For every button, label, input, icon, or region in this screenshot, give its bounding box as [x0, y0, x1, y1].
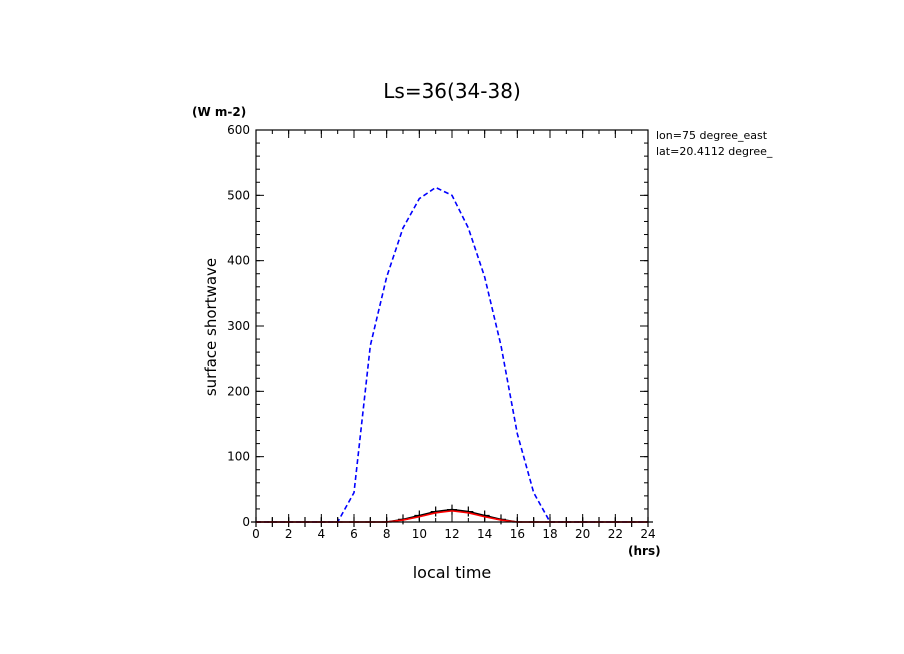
x-tick-label: 4 — [318, 527, 326, 541]
x-tick-label: 8 — [383, 527, 391, 541]
series-marker — [463, 506, 474, 517]
y-tick-label: 600 — [227, 123, 250, 137]
x-tick-label: 14 — [477, 527, 492, 541]
series-group — [251, 186, 653, 527]
annotation-lat: lat=20.4112 degree_ — [656, 145, 773, 158]
chart-title: Ls=36(34-38) — [383, 79, 521, 103]
y-tick-label: 400 — [227, 254, 250, 268]
y-axis-label: surface shortwave — [202, 258, 220, 396]
y-tick-label: 100 — [227, 450, 250, 464]
x-tick-label: 10 — [412, 527, 427, 541]
plot-frame — [255, 129, 649, 523]
y-tick-label: 200 — [227, 384, 250, 398]
series-marker — [430, 506, 441, 517]
x-tick-label: 18 — [542, 527, 557, 541]
series-marker — [447, 504, 457, 515]
y-tick-label: 300 — [227, 319, 250, 333]
x-tick-label: 2 — [285, 527, 293, 541]
series-line-1 — [256, 186, 648, 523]
y-unit-label: (W m-2) — [192, 105, 246, 119]
x-unit-label: (hrs) — [628, 544, 661, 558]
x-axis-label: local time — [413, 563, 492, 582]
annotation-lon: lon=75 degree_east — [656, 129, 768, 142]
x-tick-label: 24 — [640, 527, 655, 541]
x-tick-label: 0 — [252, 527, 260, 541]
x-tick-label: 6 — [350, 527, 358, 541]
x-tick-label: 16 — [510, 527, 525, 541]
y-tick-label: 500 — [227, 188, 250, 202]
x-tick-label: 20 — [575, 527, 590, 541]
x-tick-label: 22 — [608, 527, 623, 541]
x-tick-label: 12 — [444, 527, 459, 541]
y-tick-label: 0 — [242, 515, 250, 529]
